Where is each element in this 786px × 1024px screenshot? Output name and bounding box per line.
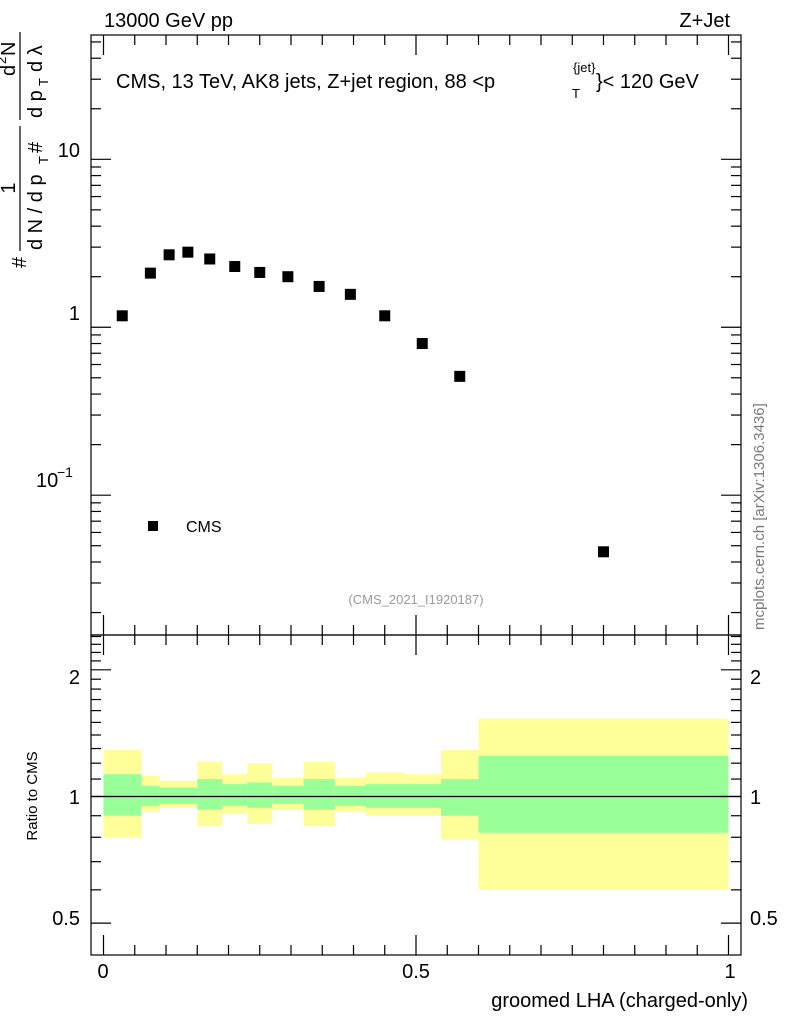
- main-title-tail: }< 120 GeV: [596, 71, 700, 93]
- xtick-label-0p5: 0.5: [402, 961, 430, 983]
- data-point-0: [116, 310, 128, 322]
- ratio-inner-band-3: [178, 787, 198, 804]
- main-ytick-label-0p1: 10 −1: [36, 464, 73, 492]
- ratio-ytick-label-2-right: 2: [750, 667, 761, 689]
- data-point-10: [379, 310, 391, 322]
- ratio-inner-band-6: [247, 782, 273, 808]
- ratio-inner-band-9: [334, 785, 366, 806]
- main-ytick-label-exponent: −1: [57, 464, 73, 480]
- main-plot-title: CMS, 13 TeV, AK8 jets, Z+jet region, 88 …: [116, 60, 700, 101]
- svg-text:d: d: [0, 65, 20, 76]
- xtick-label-0: 0: [97, 961, 108, 983]
- data-point-7: [282, 271, 294, 283]
- svg-text:d N / d p: d N / d p: [25, 174, 47, 250]
- svg-text:2: 2: [0, 57, 9, 64]
- main-ytick-label-base: 10: [36, 470, 58, 492]
- main-ytick-label-1: 1: [69, 303, 80, 325]
- ratio-inner-band-8: [303, 779, 335, 810]
- main-y-axis-label: # 1 d N / d p T # d 2 N d p T d λ: [0, 32, 51, 268]
- main-title-text: CMS, 13 TeV, AK8 jets, Z+jet region, 88 …: [116, 71, 495, 93]
- ratio-inner-band-12: [441, 779, 479, 816]
- svg-text:T: T: [36, 78, 51, 86]
- data-point-13: [598, 546, 609, 558]
- main-data-markers: [116, 246, 609, 558]
- ratio-ytick-label-2: 2: [69, 667, 80, 689]
- ratio-axis-ticks: [91, 635, 741, 955]
- svg-text:N: N: [0, 42, 20, 56]
- ratio-ytick-label-0p5: 0.5: [52, 908, 80, 930]
- ratio-y-axis-label: Ratio to CMS: [24, 751, 41, 840]
- data-point-12: [454, 370, 466, 382]
- xtick-label-1: 1: [724, 961, 735, 983]
- data-point-9: [344, 288, 356, 300]
- ratio-ytick-label-0p5-right: 0.5: [750, 908, 778, 930]
- ratio-inner-band-4: [197, 779, 223, 810]
- ratio-uncertainty-bands: [103, 718, 729, 890]
- main-axis-ticks: [91, 35, 741, 635]
- data-point-11: [416, 338, 428, 350]
- main-title-superscript: {jet}: [573, 60, 596, 75]
- ratio-inner-band-0: [103, 774, 141, 816]
- data-point-5: [229, 261, 241, 273]
- main-title-subscript: T: [572, 86, 580, 101]
- legend: CMS: [148, 519, 222, 536]
- legend-marker: [148, 521, 158, 531]
- ratio-inner-band-1: [141, 785, 160, 806]
- svg-text:d λ: d λ: [25, 45, 47, 72]
- svg-text:T: T: [36, 156, 51, 164]
- data-point-2: [163, 249, 175, 261]
- ratio-inner-band-5: [222, 784, 248, 806]
- ratio-inner-band-13: [478, 755, 729, 833]
- ratio-plot-panel: 2 1 0.5 2 1 0.5 0 0.5 1 groomed LHA (cha…: [24, 634, 778, 1012]
- main-ytick-label-10: 10: [58, 140, 80, 162]
- legend-label: CMS: [186, 519, 222, 536]
- svg-text:d p: d p: [25, 90, 47, 118]
- data-point-4: [204, 253, 216, 265]
- data-point-1: [144, 267, 156, 279]
- ratio-ytick-label-1: 1: [69, 787, 80, 809]
- svg-text:#: #: [25, 141, 47, 153]
- x-axis-label: groomed LHA (charged-only): [491, 990, 748, 1012]
- ratio-ytick-label-1-right: 1: [750, 787, 761, 809]
- ratio-plot-frame: [90, 634, 742, 956]
- svg-text:1: 1: [0, 182, 20, 193]
- ratio-inner-band-7: [272, 785, 304, 804]
- ratio-inner-band-2: [159, 787, 179, 804]
- data-point-3: [182, 246, 194, 258]
- process-label: Z+Jet: [679, 10, 730, 32]
- main-plot-frame: [90, 34, 742, 636]
- analysis-id-watermark: (CMS_2021_I1920187): [348, 592, 483, 607]
- side-credit: mcplots.cern.ch [arXiv:1306.3436]: [751, 403, 768, 630]
- main-plot-panel: 10 1 10 −1 CMS, 13 TeV, AK8 jets, Z+jet …: [0, 32, 742, 636]
- svg-text:#: #: [9, 256, 31, 268]
- data-point-8: [313, 280, 325, 292]
- energy-label: 13000 GeV pp: [104, 10, 233, 32]
- data-point-6: [254, 266, 266, 278]
